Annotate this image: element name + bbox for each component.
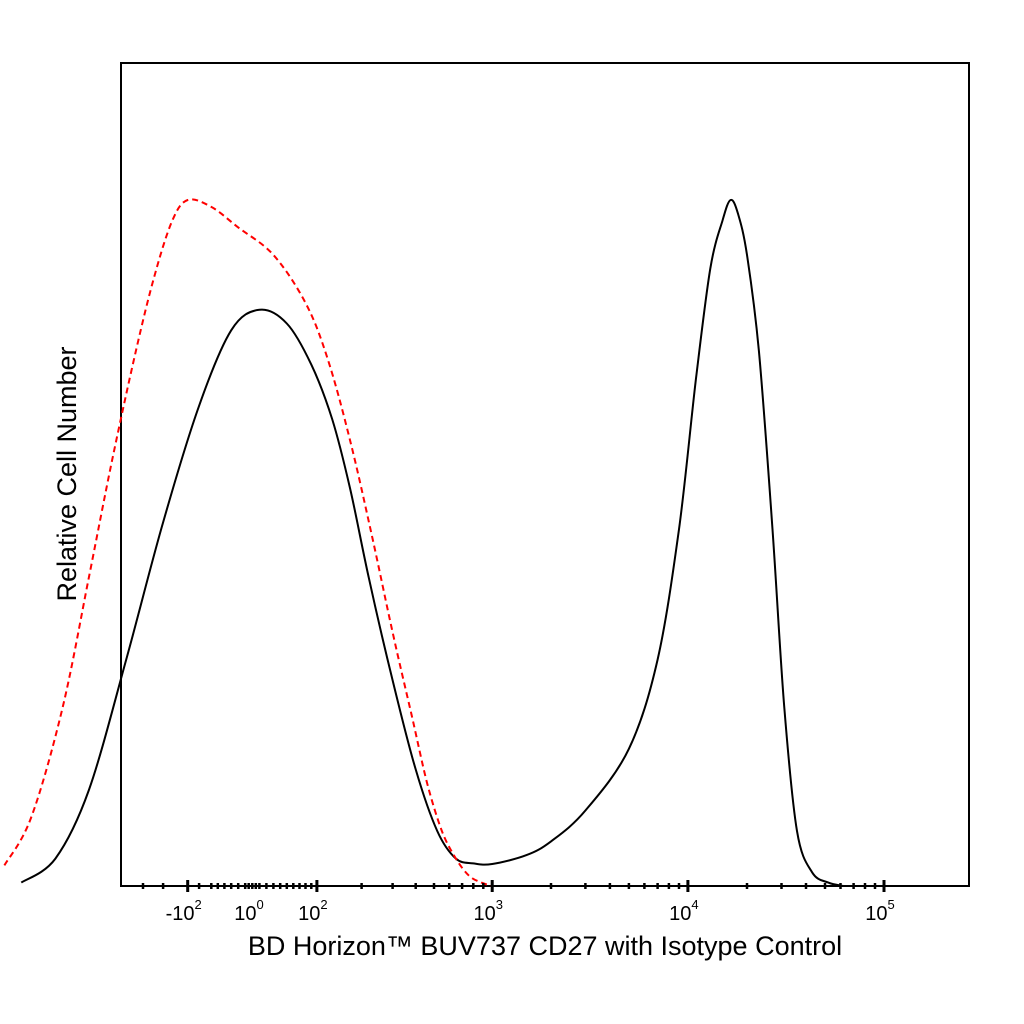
plot-frame <box>120 62 970 887</box>
tick-label-exponent: 5 <box>888 897 895 912</box>
x-tick-label: 105 <box>865 897 894 925</box>
x-axis-tick-labels: -102 100 102 103 104 105 <box>166 897 895 925</box>
x-axis-ticks <box>141 880 886 892</box>
tick-label-base: 10 <box>865 903 887 925</box>
tick-label-base: 10 <box>298 903 320 925</box>
x-tick-label: 103 <box>473 897 502 925</box>
tick-label-exponent: 4 <box>691 897 698 912</box>
cd27-histogram <box>20 198 844 887</box>
x-axis-title: BD Horizon™ BUV737 CD27 with Isotype Con… <box>248 931 842 961</box>
series-layer <box>3 198 844 887</box>
tick-label-exponent: 2 <box>320 897 327 912</box>
x-tick-label: 102 <box>298 897 327 925</box>
x-tick-label: 104 <box>669 897 698 925</box>
tick-label-exponent: 2 <box>195 897 202 912</box>
y-axis-title: Relative Cell Number <box>52 346 82 601</box>
tick-label-base: 10 <box>473 903 495 925</box>
tick-label-base: -10 <box>166 903 195 925</box>
tick-label-base: 10 <box>234 903 256 925</box>
tick-label-exponent: 3 <box>496 897 503 912</box>
tick-label-exponent: 0 <box>257 897 264 912</box>
x-tick-label: -102 <box>166 897 202 925</box>
x-tick-label: 100 <box>234 897 263 925</box>
tick-label-base: 10 <box>669 903 691 925</box>
